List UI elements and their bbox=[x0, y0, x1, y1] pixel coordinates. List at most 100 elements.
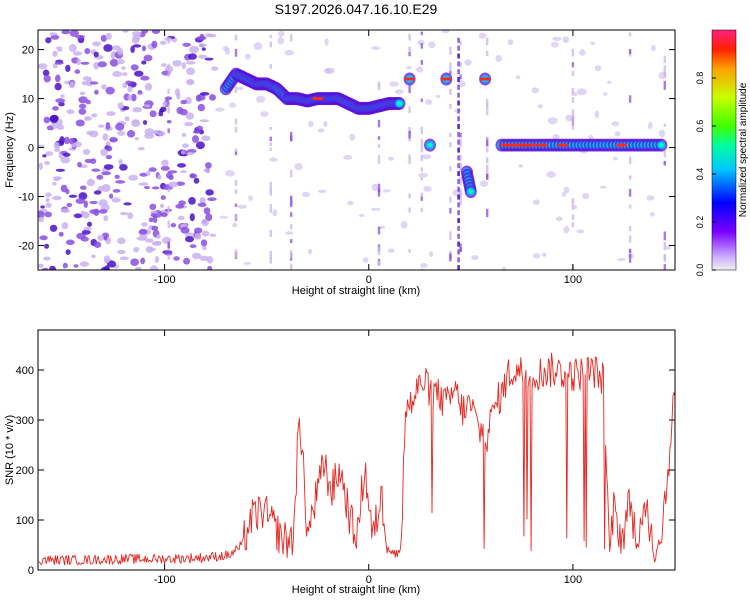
spectrogram-speckle bbox=[219, 215, 229, 219]
spectrogram-streak bbox=[459, 247, 462, 252]
spectrogram-streak bbox=[408, 52, 411, 57]
spectrogram-speckle bbox=[248, 195, 253, 201]
spectrogram-streak bbox=[449, 46, 452, 55]
spectrogram-speckle bbox=[140, 75, 150, 81]
spectrogram-speckle bbox=[203, 207, 211, 215]
spectrogram-speckle bbox=[54, 148, 61, 152]
spectrogram-speckle bbox=[189, 213, 195, 222]
spectrogram-speckle bbox=[164, 251, 173, 256]
spectrogram-speckle bbox=[87, 221, 92, 227]
spectrogram-streak bbox=[167, 104, 170, 114]
spectrogram-streak bbox=[628, 95, 632, 103]
spectrogram-speckle bbox=[53, 141, 60, 149]
spectrogram-speckle bbox=[69, 81, 76, 89]
spectrogram-streak bbox=[234, 151, 238, 156]
spectrogram-speckle bbox=[52, 50, 58, 57]
spectrogram-streak bbox=[459, 199, 462, 205]
spectrogram-speckle bbox=[130, 45, 135, 54]
spectrogram-speckle bbox=[137, 90, 143, 94]
spectrogram-speckle bbox=[84, 116, 92, 121]
spectrogram-speckle bbox=[198, 54, 208, 59]
spectrogram-speckle bbox=[160, 63, 167, 67]
spectrogram-streak bbox=[377, 155, 381, 164]
spectrogram-streak bbox=[408, 85, 411, 94]
spectrogram-speckle bbox=[100, 266, 110, 270]
spectrogram-speckle bbox=[131, 93, 137, 102]
spectrogram-speckle bbox=[552, 134, 560, 140]
spectrogram-speckle bbox=[98, 124, 105, 128]
spectrogram-speckle bbox=[370, 207, 381, 211]
y-tick-label: 100 bbox=[16, 515, 34, 527]
spectrogram-speckle bbox=[148, 167, 157, 172]
y-tick-label: 300 bbox=[16, 415, 34, 427]
spectrogram-speckle bbox=[507, 39, 514, 46]
spectrogram-speckle bbox=[197, 202, 207, 208]
spectrogram-speckle bbox=[203, 168, 211, 173]
spectrogram-streak bbox=[486, 37, 489, 46]
spectrogram-speckle bbox=[83, 200, 89, 208]
spectrogram-speckle bbox=[168, 174, 174, 181]
spectrogram-speckle bbox=[40, 205, 45, 209]
spectrogram-speckle bbox=[131, 119, 141, 127]
spectrogram-speckle bbox=[139, 172, 148, 177]
spectrogram-streak bbox=[449, 207, 452, 214]
spectrogram-speckle bbox=[79, 261, 90, 267]
spectrogram-speckle bbox=[109, 193, 114, 199]
spectrogram-speckle bbox=[121, 66, 126, 70]
spectrogram-speckle bbox=[157, 174, 162, 180]
y-tick-label: -20 bbox=[18, 241, 34, 253]
spectrogram-speckle bbox=[185, 112, 195, 120]
spectrogram-speckle bbox=[495, 55, 503, 62]
spectrogram-speckle bbox=[175, 203, 185, 209]
spectrogram-speckle bbox=[117, 59, 125, 65]
spectrogram-speckle bbox=[617, 258, 626, 262]
spectrogram-speckle bbox=[185, 152, 195, 156]
spectrogram-speckle bbox=[97, 61, 108, 68]
spectrogram-speckle bbox=[162, 101, 168, 106]
x-tick-label: 100 bbox=[564, 574, 582, 586]
spectrogram-streak bbox=[457, 131, 460, 137]
spectrogram-streak bbox=[486, 50, 489, 56]
spectrogram-speckle bbox=[164, 96, 173, 101]
spectrogram-speckle bbox=[54, 61, 64, 65]
spectrogram-speckle bbox=[56, 46, 63, 50]
spectrogram-streak bbox=[420, 60, 423, 65]
spectrogram-speckle bbox=[400, 221, 408, 229]
spectrogram-speckle bbox=[515, 75, 521, 80]
spectrogram-speckle bbox=[60, 208, 70, 213]
spectrogram-speckle bbox=[200, 239, 208, 247]
figure-title: S197.2026.047.16.10.E29 bbox=[275, 1, 438, 17]
spectrogram-speckle bbox=[98, 199, 108, 207]
spectrogram-streak bbox=[486, 208, 489, 218]
spectrogram-streak bbox=[457, 265, 460, 270]
spectrogram-streak bbox=[420, 154, 423, 161]
spectrogram-speckle bbox=[66, 202, 73, 208]
spectrogram-streak bbox=[628, 32, 632, 37]
spectrogram-streak bbox=[408, 46, 411, 53]
spectrogram-speckle bbox=[193, 177, 200, 184]
spectrogram-speckle bbox=[209, 94, 216, 101]
spectrogram-speckle bbox=[130, 64, 139, 71]
spectrogram-speckle bbox=[552, 36, 562, 41]
spectrogram-speckle bbox=[651, 44, 656, 52]
spectrogram-speckle bbox=[156, 234, 161, 239]
y-tick-label: -10 bbox=[18, 192, 34, 204]
spectrogram-streak bbox=[269, 268, 272, 270]
spectrogram-streak bbox=[449, 88, 452, 95]
spectrogram-speckle bbox=[80, 236, 89, 242]
spectrogram-speckle bbox=[182, 42, 191, 47]
spectrogram-speckle bbox=[658, 129, 666, 138]
spectrogram-speckle bbox=[117, 130, 126, 136]
snr-panel: -100 0 100 0 100 200 300 400 Height of straight… bbox=[4, 329, 676, 596]
spectrogram-speckle bbox=[127, 94, 132, 101]
spectrogram-streak bbox=[167, 63, 170, 69]
spectrogram-speckle bbox=[93, 61, 100, 70]
spectrogram-speckle bbox=[594, 110, 600, 119]
spectrogram-streak bbox=[457, 147, 460, 153]
spectrogram-streak bbox=[420, 268, 423, 270]
spectrogram-streak bbox=[571, 70, 575, 76]
spectrogram-speckle bbox=[117, 237, 126, 245]
spectrogram-speckle bbox=[97, 234, 105, 241]
spectrogram-streak bbox=[663, 80, 666, 90]
spectrogram-speckle bbox=[180, 99, 188, 105]
